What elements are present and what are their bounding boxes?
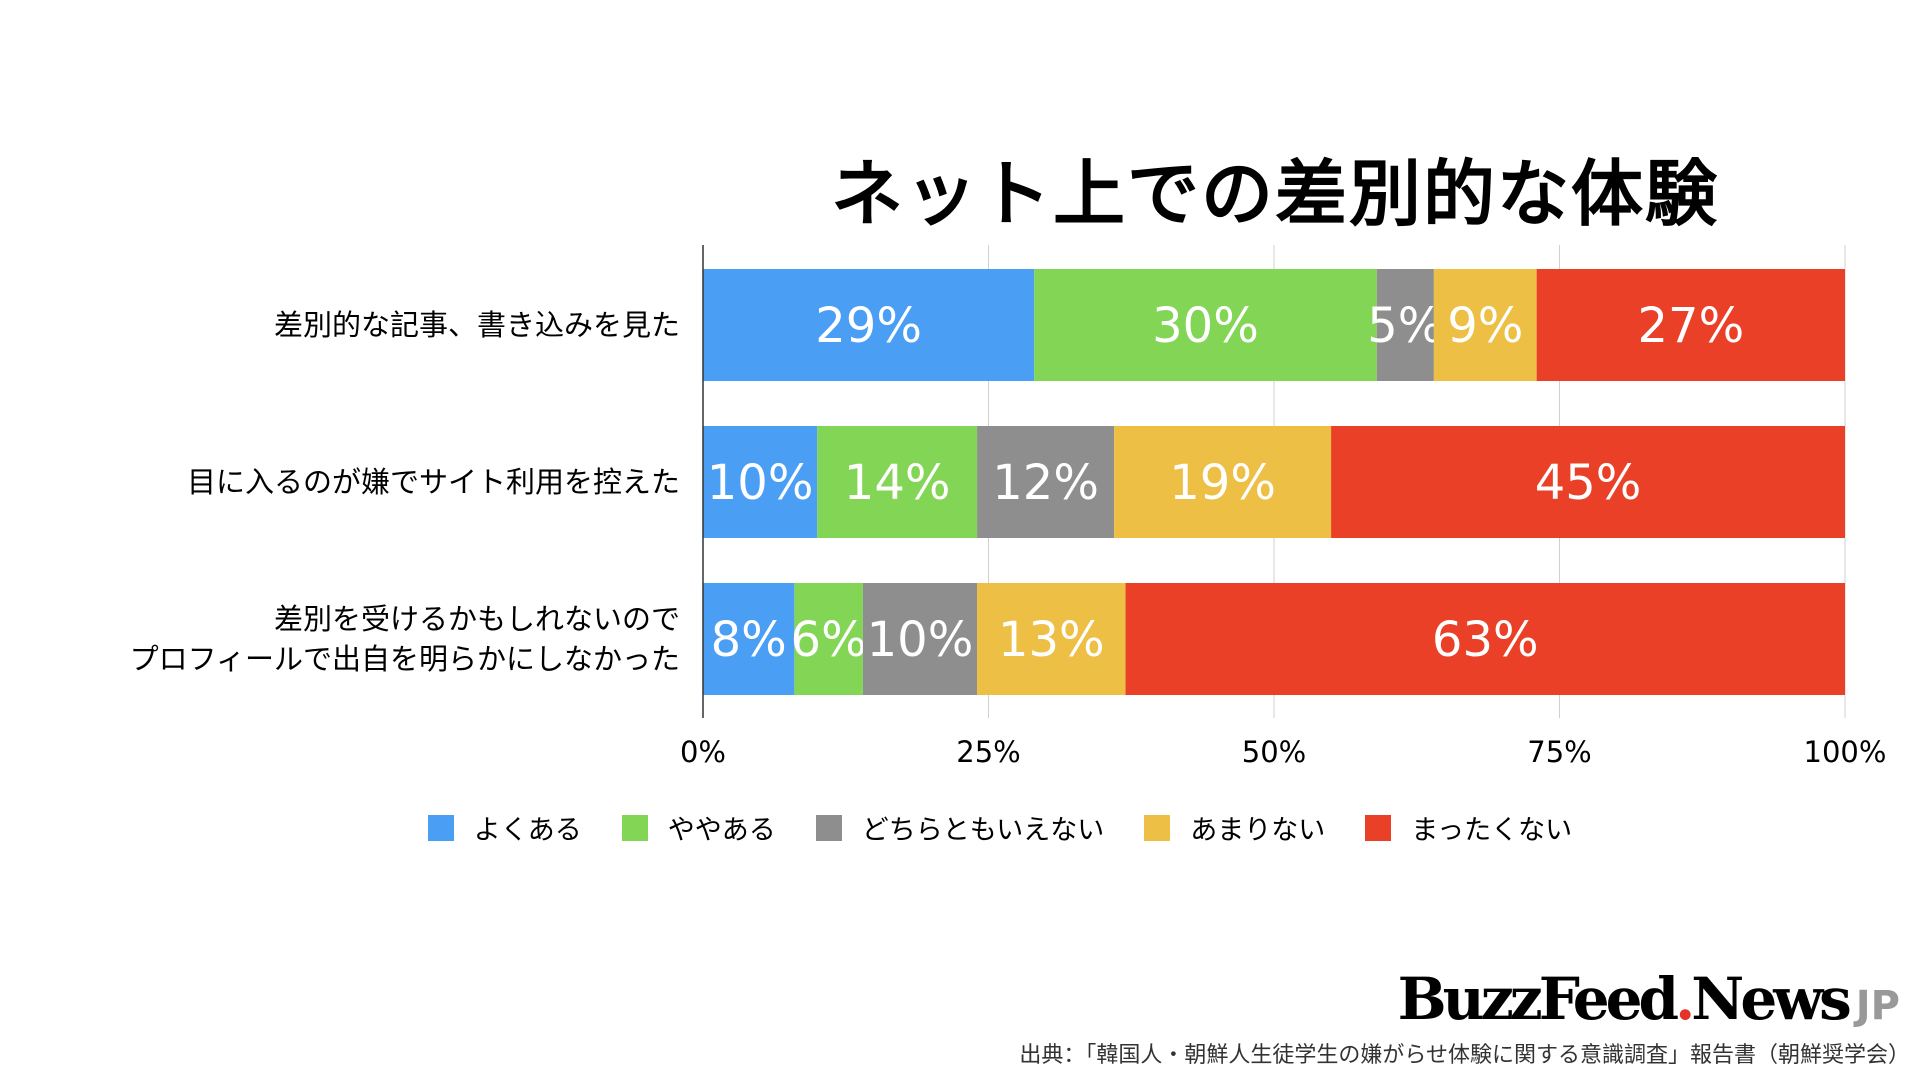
legend-label: どちらともいえない — [861, 815, 1105, 846]
legend-item: ややある — [621, 808, 776, 847]
category-label: 差別的な記事、書き込みを見た — [274, 305, 680, 345]
logo-jp: JP — [1855, 983, 1900, 1029]
buzzfeed-news-logo: BuzzFeed.News JP — [1398, 965, 1900, 1033]
x-tick-label: 0% — [680, 735, 726, 769]
legend-label: あまりない — [1190, 815, 1326, 846]
bar-segment — [977, 426, 1115, 538]
chart-title: ネット上での差別的な体験 — [830, 152, 1719, 236]
legend-swatch — [815, 814, 842, 841]
bar-segment — [862, 583, 978, 695]
x-tick-label: 25% — [956, 735, 1020, 769]
category-label: 目に入るのが嫌でサイト利用を控えた — [187, 462, 680, 502]
x-tick-label: 50% — [1242, 735, 1306, 769]
data-label: 27% — [1637, 298, 1744, 354]
legend-swatch — [1365, 814, 1392, 841]
legend-item: よくある — [427, 808, 582, 847]
data-label: 12% — [992, 455, 1099, 511]
data-label: 5% — [1367, 298, 1443, 354]
data-label: 63% — [1432, 612, 1539, 668]
legend-item: あまりない — [1144, 808, 1325, 847]
bar-segment — [703, 583, 795, 695]
x-tick-label: 100% — [1804, 735, 1887, 769]
legend-label: ややある — [667, 815, 776, 846]
bar-segment — [794, 583, 863, 695]
logo-text: BuzzFeed — [1397, 965, 1679, 1033]
data-label: 45% — [1535, 455, 1642, 511]
bar-segment — [1376, 269, 1434, 381]
data-label: 10% — [707, 455, 814, 511]
bar-segment — [1114, 426, 1332, 538]
source-note: 出典：「韓国人・朝鮮人生徒学生の嫌がらせ体験に関する意識調査」報告書（朝鮮奨学会… — [1019, 1043, 1910, 1068]
bar-segment — [1433, 269, 1537, 381]
bar-segment — [1034, 269, 1377, 381]
legend-item: まったくない — [1365, 808, 1572, 847]
legend-label: よくある — [473, 815, 582, 846]
logo-dot: . — [1675, 965, 1695, 1033]
legend-item: どちらともいえない — [815, 808, 1105, 847]
bar-segment — [977, 583, 1126, 695]
logo-text2: News — [1691, 965, 1851, 1033]
data-label: 29% — [815, 298, 922, 354]
category-label-line: プロフィールで出自を明らかにしなかった — [129, 642, 680, 676]
category-label-line: 差別的な記事、書き込みを見た — [273, 308, 680, 342]
bar-segment — [703, 426, 818, 538]
bar-segment — [1125, 583, 1845, 695]
bar-segment — [1536, 269, 1845, 381]
bar-segment — [703, 269, 1035, 381]
data-label: 19% — [1169, 455, 1276, 511]
bar-segment — [1331, 426, 1845, 538]
category-label-line: 目に入るのが嫌でサイト利用を控えた — [186, 465, 680, 499]
bar-segment — [817, 426, 978, 538]
x-tick-label: 75% — [1527, 735, 1591, 769]
legend-swatch — [621, 814, 648, 841]
legend: よくある ややある どちらともいえない あまりない まったくない — [0, 808, 1920, 847]
category-label-line: 差別を受けるかもしれないので — [273, 602, 680, 636]
legend-swatch — [427, 814, 454, 841]
data-label: 30% — [1152, 298, 1259, 354]
data-label: 14% — [844, 455, 951, 511]
data-label: 9% — [1447, 298, 1523, 354]
legend-swatch — [1144, 814, 1171, 841]
data-label: 10% — [867, 612, 974, 668]
legend-label: まったくない — [1411, 815, 1573, 846]
data-label: 8% — [711, 612, 787, 668]
data-label: 13% — [998, 612, 1105, 668]
category-label: 差別を受けるかもしれないのでプロフィールで出自を明らかにしなかった — [130, 599, 680, 679]
data-label: 6% — [791, 612, 867, 668]
